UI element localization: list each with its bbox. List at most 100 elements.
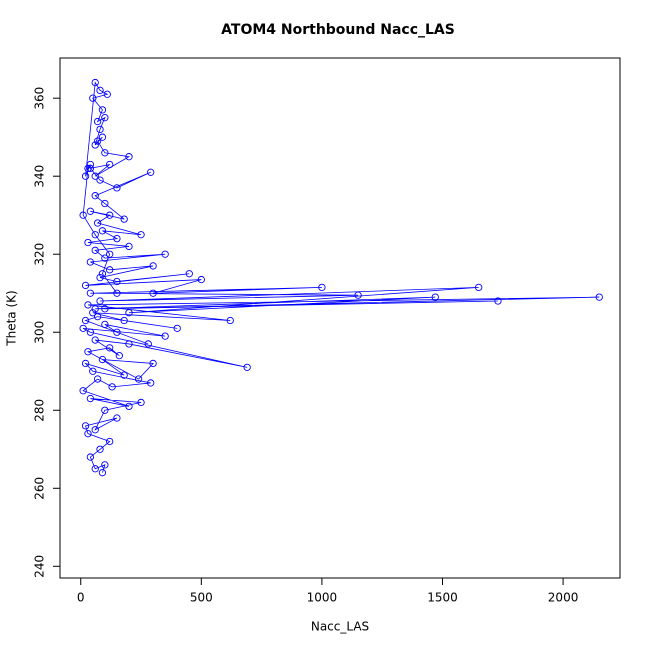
data-point xyxy=(173,324,181,332)
data-point xyxy=(91,246,99,254)
data-point xyxy=(101,461,109,469)
data-point xyxy=(98,469,107,477)
data-point xyxy=(185,270,193,278)
data-point xyxy=(86,160,95,169)
data-point xyxy=(96,176,104,184)
data-point xyxy=(226,316,234,325)
data-point xyxy=(98,227,107,235)
data-point xyxy=(120,371,128,379)
data-point xyxy=(86,394,95,403)
data-point xyxy=(84,164,92,173)
y-tick-label: 360 xyxy=(33,87,47,110)
data-point xyxy=(113,414,121,422)
data-point xyxy=(91,426,99,434)
data-point xyxy=(137,231,145,239)
data-point xyxy=(98,270,107,278)
data-point xyxy=(96,86,104,95)
x-tick-label: 1000 xyxy=(307,591,338,605)
data-point xyxy=(431,293,439,301)
data-point xyxy=(101,305,109,313)
data-point xyxy=(354,291,362,299)
chart-title: ATOM4 Northbound Nacc_LAS xyxy=(221,22,455,38)
data-point xyxy=(103,90,111,98)
data-point xyxy=(91,465,99,473)
data-point xyxy=(89,309,97,317)
data-point xyxy=(161,332,169,340)
x-tick-label: 0 xyxy=(77,591,85,605)
y-axis-label: Theta (K) xyxy=(5,290,19,346)
data-point xyxy=(101,406,109,414)
data-point xyxy=(120,215,128,223)
data-point xyxy=(91,231,99,239)
x-tick-label: 1500 xyxy=(427,591,458,605)
data-point xyxy=(89,94,97,102)
data-point xyxy=(113,277,121,286)
data-point xyxy=(106,250,114,258)
x-tick-label: 2000 xyxy=(548,591,579,605)
y-tick-label: 280 xyxy=(33,399,47,422)
data-point xyxy=(115,351,123,360)
data-point xyxy=(93,375,102,383)
data-point xyxy=(147,168,155,176)
plot-frame xyxy=(59,57,621,579)
data-point xyxy=(108,383,116,391)
data-point xyxy=(475,283,483,292)
data-point xyxy=(106,160,114,169)
data-point xyxy=(125,402,133,411)
data-point xyxy=(96,273,104,282)
data-point xyxy=(91,192,99,200)
data-point xyxy=(98,106,107,114)
data-point xyxy=(595,293,603,301)
data-point xyxy=(93,137,102,145)
data-point xyxy=(86,453,95,461)
data-point xyxy=(137,398,145,407)
data-point xyxy=(86,207,95,215)
data-point xyxy=(149,359,157,368)
data-point xyxy=(84,430,92,438)
data-point xyxy=(91,78,99,87)
data-point xyxy=(84,238,92,247)
data-point xyxy=(79,387,87,395)
y-tick-label: 260 xyxy=(33,477,47,500)
x-axis-label: Nacc_LAS xyxy=(311,620,369,634)
data-point xyxy=(161,250,169,258)
data-point xyxy=(91,305,99,313)
data-point xyxy=(101,254,109,262)
data-point xyxy=(134,375,143,383)
data-point xyxy=(149,289,157,297)
data-point xyxy=(147,379,155,387)
data-point xyxy=(84,301,92,309)
data-point xyxy=(96,125,104,134)
data-point xyxy=(113,289,121,297)
data-point xyxy=(120,316,128,325)
data-point xyxy=(93,117,102,126)
data-point xyxy=(113,234,121,243)
data-point xyxy=(81,172,90,180)
data-point xyxy=(125,340,133,348)
data-point xyxy=(86,328,95,336)
data-point xyxy=(149,262,157,270)
data-point xyxy=(91,172,99,180)
data-point xyxy=(89,367,97,375)
data-point xyxy=(96,445,104,453)
data-point xyxy=(98,133,107,141)
data-point xyxy=(81,316,90,325)
y-tick-label: 340 xyxy=(33,165,47,188)
data-point xyxy=(81,422,90,430)
data-point xyxy=(91,336,99,344)
data-point xyxy=(79,324,87,332)
data-point xyxy=(101,114,109,122)
data-point xyxy=(125,153,133,161)
data-point xyxy=(197,275,205,284)
data-point xyxy=(81,281,90,290)
data-point xyxy=(96,297,104,305)
y-tick-label: 320 xyxy=(33,243,47,266)
data-point xyxy=(101,199,109,208)
data-point xyxy=(101,149,109,157)
data-point xyxy=(318,283,326,292)
data-point xyxy=(91,141,99,149)
data-point xyxy=(494,297,502,305)
data-point xyxy=(106,437,114,446)
data-point xyxy=(84,348,92,356)
data-point xyxy=(106,344,114,352)
